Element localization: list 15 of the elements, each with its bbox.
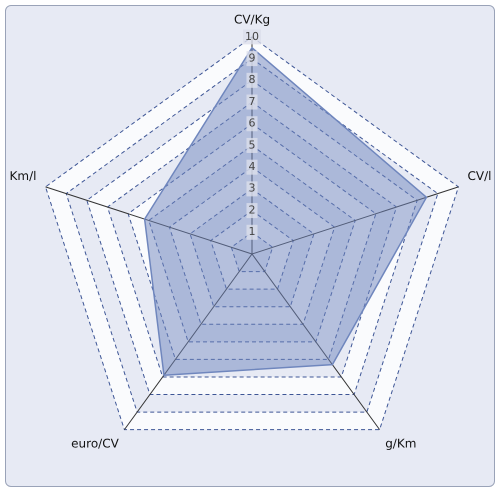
y-tick-label: 3 (248, 182, 256, 195)
y-tick-label: 6 (248, 116, 256, 130)
y-tick-label: 7 (248, 94, 256, 108)
spoke-label: CV/Kg (234, 12, 270, 26)
spoke-label: g/Km (385, 436, 416, 451)
y-tick-label: 8 (248, 73, 256, 86)
spoke-label: Km/l (10, 168, 36, 183)
spoke-label: euro/CV (71, 436, 120, 451)
y-tick-label: 1 (248, 225, 256, 238)
y-tick-label: 10 (245, 30, 259, 43)
y-tick-label: 9 (248, 51, 256, 64)
y-tick-label: 5 (248, 138, 256, 152)
y-tick-label: 2 (248, 203, 256, 216)
y-tick-label: 4 (248, 160, 256, 174)
spoke-label: CV/l (468, 168, 492, 183)
